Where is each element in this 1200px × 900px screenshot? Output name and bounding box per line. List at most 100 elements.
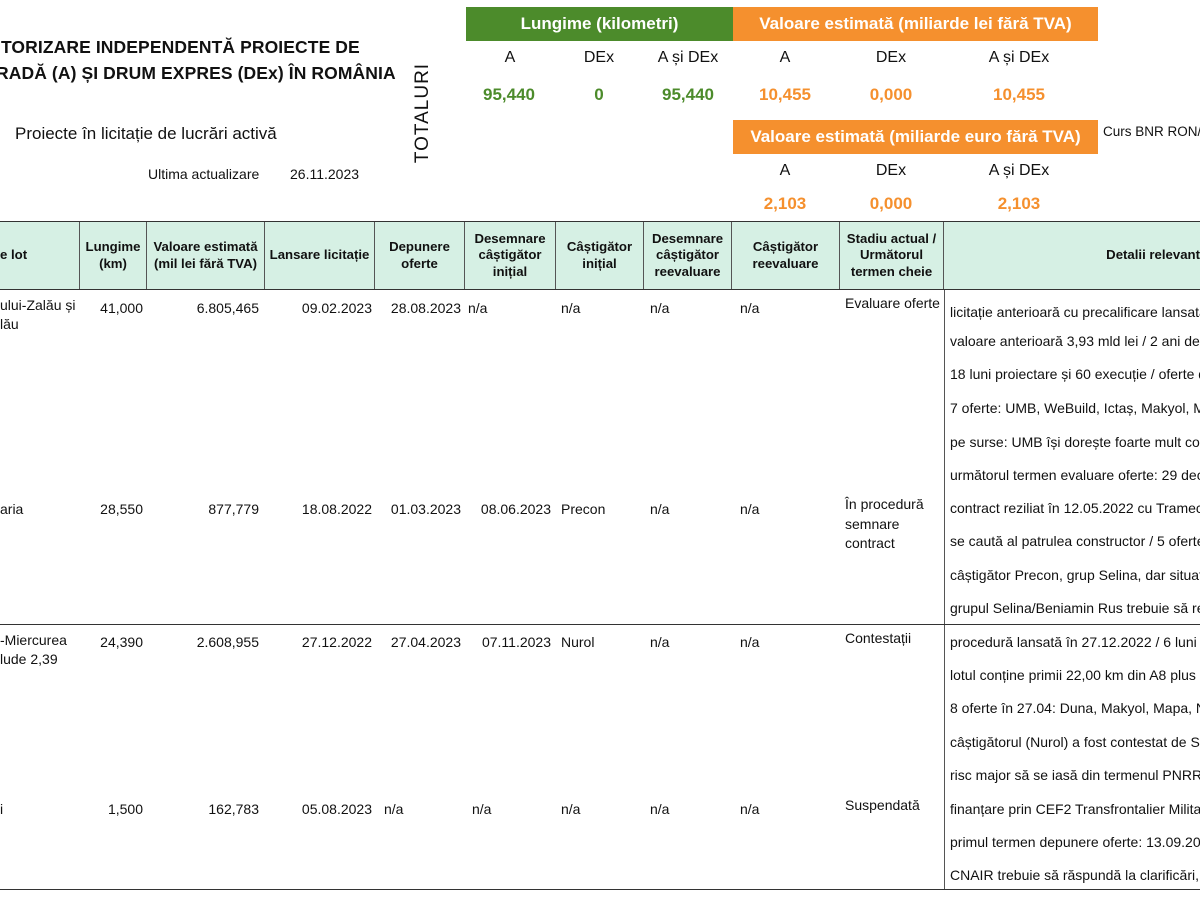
row2-launch: 18.08.2022 xyxy=(301,501,372,517)
table-bottom-border xyxy=(0,889,1200,890)
length-total-adex: 95,440 xyxy=(662,85,714,104)
row2-submit: 01.03.2023 xyxy=(390,501,461,517)
row4-initial-winner: n/a xyxy=(561,801,581,817)
row2-length: 28,550 xyxy=(100,501,143,517)
page-title-line2: RADĂ (A) ȘI DRUM EXPRES (DEx) ÎN ROMÂNIA xyxy=(0,63,396,83)
row1-re-winner: n/a xyxy=(740,300,760,316)
eur-total-a: 2,103 xyxy=(763,194,807,213)
row1-launch: 09.02.2023 xyxy=(301,300,372,316)
row3-detail-5: risc major să se iasă din termenul PNRR … xyxy=(950,767,1200,783)
exchange-rate-label: Curs BNR RON/ xyxy=(1103,124,1200,139)
row4-status: Suspendată xyxy=(845,797,920,813)
row2-status: În procedură semnare contract xyxy=(845,496,924,552)
lei-col-a: A xyxy=(779,49,791,66)
th-length: Lungime (km) xyxy=(80,222,147,289)
row3-re-award: n/a xyxy=(650,634,670,650)
details-column-divider xyxy=(944,290,945,890)
page-subtitle: Proiecte în licitație de lucrări activă xyxy=(15,124,277,143)
row4-detail-2: primul termen depunere oferte: 13.09.20 xyxy=(950,834,1200,850)
row1-detail-4: 7 oferte: UMB, WeBuild, Ictaș, Makyol, M… xyxy=(950,400,1200,416)
last-update-label: Ultima actualizare xyxy=(148,166,260,182)
row3-initial-award: 07.11.2023 xyxy=(481,634,551,650)
row1-submit: 28.08.2023 xyxy=(390,300,461,316)
row3-detail-2: lotul conține primii 22,00 km din A8 plu… xyxy=(950,667,1196,683)
th-re-winner: Câștigător reevaluare xyxy=(732,222,840,289)
length-col-dex: DEx xyxy=(583,49,615,66)
row3-value: 2.608,955 xyxy=(196,634,259,650)
row3-launch: 27.12.2022 xyxy=(301,634,372,650)
row4-launch: 05.08.2023 xyxy=(301,801,372,817)
eur-col-a: A xyxy=(779,162,791,179)
eur-total-adex: 2,103 xyxy=(997,194,1041,213)
row2-detail-4: grupul Selina/Beniamin Rus trebuie să re xyxy=(950,600,1200,616)
row4-lot-line1: i xyxy=(0,801,4,817)
row3-initial-winner: Nurol xyxy=(561,634,595,650)
row1-detail-2: valoare anterioară 3,93 mld lei / 2 ani … xyxy=(950,333,1200,349)
eur-col-adex: A și DEx xyxy=(988,162,1050,179)
th-re-award: Desemnare câștigător reevaluare xyxy=(644,222,732,289)
th-details: Detalii relevant xyxy=(1106,247,1200,263)
row3-detail-1: procedură lansată în 27.12.2022 / 6 luni… xyxy=(950,634,1200,650)
length-col-a: A xyxy=(504,49,516,66)
row4-value: 162,783 xyxy=(208,801,259,817)
row3-submit: 27.04.2023 xyxy=(390,634,461,650)
row3-detail-4: câștigătorul (Nurol) a fost contestat de… xyxy=(950,734,1200,750)
row1-detail-6: următorul termen evaluare oferte: 29 dec xyxy=(950,467,1200,483)
th-status: Stadiu actual / Următorul termen cheie xyxy=(840,222,944,289)
row2-initial-winner: Precon xyxy=(561,501,606,517)
eur-total-dex: 0,000 xyxy=(869,194,913,213)
length-band: Lungime (kilometri) xyxy=(466,7,733,41)
last-update-date: 26.11.2023 xyxy=(290,166,360,182)
row2-detail-2: se caută al patrulea constructor / 5 ofe… xyxy=(950,533,1200,549)
row3-lot-line2: lude 2,39 xyxy=(0,651,58,667)
row1-re-award: n/a xyxy=(650,300,670,316)
length-total-dex: 0 xyxy=(594,85,604,104)
row1-value: 6.805,465 xyxy=(196,300,259,316)
row4-re-award: n/a xyxy=(650,801,670,817)
row3-length: 24,390 xyxy=(100,634,143,650)
row4-submit: n/a xyxy=(384,801,404,817)
row2-value: 877,779 xyxy=(208,501,259,517)
th-initial-award: Desemnare câștigător inițial xyxy=(465,222,556,289)
row2-detail-3: câștigător Precon, grup Selina, dar situ… xyxy=(950,567,1200,583)
row4-initial-award: n/a xyxy=(472,801,492,817)
row3-lot-line1: -Miercurea xyxy=(0,632,67,648)
row1-lot-line2: lău xyxy=(0,316,19,332)
th-launch: Lansare licitație xyxy=(265,222,375,289)
eur-col-dex: DEx xyxy=(875,162,907,179)
row3-re-winner: n/a xyxy=(740,634,760,650)
th-submit: Depunere oferte xyxy=(375,222,465,289)
lei-total-a: 10,455 xyxy=(759,85,811,104)
row1-detail-3: 18 luni proiectare și 60 execuție / ofer… xyxy=(950,366,1200,382)
row4-detail-3: CNAIR trebuie să răspundă la clarificări… xyxy=(950,867,1200,883)
row1-lot-line1: ului-Zalău și xyxy=(0,297,76,313)
row4-length: 1,500 xyxy=(107,801,143,817)
row2-lot-line1: aria xyxy=(0,501,24,517)
length-col-adex: A și DEx xyxy=(657,49,719,66)
page-title-line1: ITORIZARE INDEPENDENTĂ PROIECTE DE xyxy=(0,37,360,57)
th-value: Valoare estimată (mil lei fără TVA) xyxy=(147,222,265,289)
row3-status: Contestații xyxy=(845,630,912,646)
totals-vertical-label: TOTALURI xyxy=(412,62,433,164)
lei-col-adex: A și DEx xyxy=(988,49,1050,66)
row2-re-winner: n/a xyxy=(740,501,760,517)
row2-re-award: n/a xyxy=(650,501,670,517)
row1-status: Evaluare oferte xyxy=(845,295,940,311)
row2-initial-award: 08.06.2023 xyxy=(480,501,551,517)
row3-detail-3: 8 oferte în 27.04: Duna, Makyol, Mapa, N xyxy=(950,700,1200,716)
lei-total-dex: 0,000 xyxy=(869,85,913,104)
row1-length: 41,000 xyxy=(100,300,143,316)
length-total-a: 95,440 xyxy=(483,85,535,104)
row4-detail-1: finanțare prin CEF2 Transfrontalier Mili… xyxy=(950,801,1200,817)
row1-detail-5: pe surse: UMB își dorește foarte mult co… xyxy=(950,434,1200,450)
row1-initial-winner: n/a xyxy=(561,300,581,316)
value-eur-band: Valoare estimată (miliarde euro fără TVA… xyxy=(733,120,1098,154)
row4-re-winner: n/a xyxy=(740,801,760,817)
lei-col-dex: DEx xyxy=(875,49,907,66)
row1-detail-1: licitație anterioară cu precalificare la… xyxy=(950,304,1200,320)
th-initial-winner: Câștigător inițial xyxy=(556,222,644,289)
lei-total-adex: 10,455 xyxy=(993,85,1045,104)
table-header: e lot Lungime (km) Valoare estimată (mil… xyxy=(0,221,1200,290)
row2-detail-1: contract reziliat în 12.05.2022 cu Trame… xyxy=(950,500,1200,516)
th-lot: e lot xyxy=(0,222,80,289)
